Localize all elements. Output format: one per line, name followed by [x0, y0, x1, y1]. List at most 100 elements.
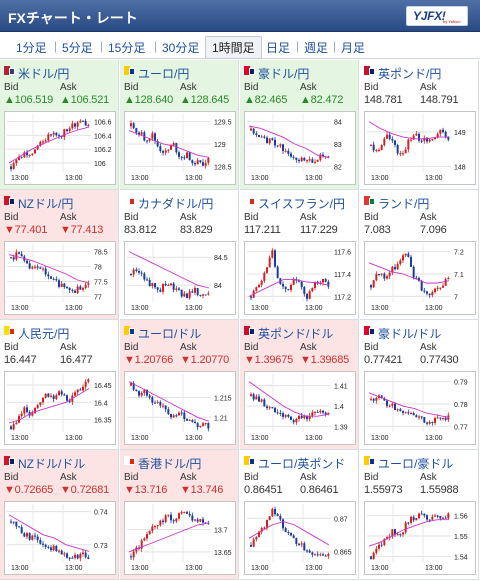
mini-chart[interactable]: 0.74 0.73 13:00 13:00: [4, 501, 116, 575]
bid-label: Bid: [364, 212, 379, 223]
candle-body: [20, 156, 23, 158]
x-tick-label: 13:00: [65, 435, 83, 442]
tab-2[interactable]: 15分足: [108, 41, 146, 55]
tab-6[interactable]: 週足: [304, 41, 329, 55]
mini-chart[interactable]: 129.5 129 128.5 13:00 13:00: [124, 111, 236, 185]
x-tick-label: 13:00: [131, 565, 149, 572]
cn-flag-icon: [4, 326, 15, 335]
rate-card[interactable]: カナダドル/円 Bid Ask 83.812 83.829 84.5 84 13:00 13:0…: [120, 190, 239, 320]
candle-body: [172, 415, 175, 418]
tab-5[interactable]: 日足: [266, 41, 291, 55]
pair-name-link[interactable]: スイスフラン/円: [258, 197, 345, 211]
pair-name-link[interactable]: ユーロ/円: [138, 67, 190, 81]
mini-chart[interactable]: 0.87 0.865 13:00 13:00: [244, 501, 356, 575]
pair-name-link[interactable]: 香港ドル/円: [138, 457, 202, 471]
rate-card[interactable]: ユーロ/豪ドル Bid Ask 1.55973 1.55988 1.56 1.55 1.54 1…: [360, 450, 479, 580]
bid-label: Bid: [244, 472, 259, 483]
candle-body: [426, 422, 428, 424]
pair-name-link[interactable]: NZドル/円: [18, 197, 74, 211]
rate-card[interactable]: 英ポンド/ドル Bid Ask ▼1.39675 ▼1.39685 1.41 1.4 1.39…: [240, 320, 359, 450]
chart-svg: 16.45 16.4 16.35 13:00 13:00: [7, 374, 112, 442]
mini-chart[interactable]: 84 83 82 13:00 13:00: [244, 111, 356, 185]
pair-name-link[interactable]: NZドル/ドル: [18, 457, 86, 471]
candle-body: [199, 519, 202, 522]
candle-body: [386, 134, 388, 139]
rate-card[interactable]: ユーロ/英ポンド Bid Ask 0.86451 0.86461 0.87 0.865 13:…: [240, 450, 359, 580]
pair-name-link[interactable]: 人民元/円: [18, 327, 70, 341]
candle-body: [60, 550, 63, 555]
rate-card[interactable]: スイスフラン/円 Bid Ask 117.211 117.229 117.6 117.4 11…: [240, 190, 359, 320]
x-tick-label: 13:00: [65, 565, 83, 572]
tab-0[interactable]: 1分足: [16, 41, 47, 55]
candle-body: [47, 134, 50, 141]
mini-chart[interactable]: 16.45 16.4 16.35 13:00 13:00: [4, 371, 116, 445]
rate-card[interactable]: NZドル/円 Bid Ask ▼77.401 ▼77.413 78.5 78 77.5 77 13…: [0, 190, 119, 320]
candle-body: [74, 290, 76, 293]
mini-chart[interactable]: 78.5 78 77.5 77 13:00 13:00: [4, 241, 116, 315]
pair-name-link[interactable]: 豪ドル/ドル: [378, 327, 442, 341]
candle-body: [135, 128, 138, 133]
tab-7[interactable]: 月足: [341, 41, 366, 55]
tab-3[interactable]: 30分足: [162, 41, 200, 55]
rate-card[interactable]: ユーロ/円 Bid Ask ▲128.640 ▲128.645 129.5 129 128.5…: [120, 60, 239, 190]
rate-card[interactable]: ユーロ/ドル Bid Ask ▼1.20766 ▼1.20770 1.215 1.21 13:…: [120, 320, 239, 450]
candle-body: [167, 149, 170, 151]
candle-body: [428, 293, 431, 296]
brand-logo[interactable]: YJFX! by Yahoo!: [406, 6, 468, 26]
moving-average-line: [248, 381, 330, 417]
rate-card[interactable]: 英ポンド/円 Bid Ask 148.781 148.791 149 148 13:00 13:…: [360, 60, 479, 190]
pair-name-link[interactable]: ランド/円: [378, 197, 430, 211]
candle-body: [447, 278, 450, 280]
mini-chart[interactable]: 106.6 106.4 106.2 106 13:00 13:00: [4, 111, 116, 185]
mini-chart[interactable]: 0.79 0.78 0.77 13:00 13:00: [364, 371, 476, 445]
candle-body: [84, 284, 87, 288]
candle-body: [31, 535, 34, 540]
pair-name-link[interactable]: 豪ドル/円: [258, 67, 310, 81]
candle-body: [383, 273, 386, 279]
nz-flag-icon: [4, 456, 15, 465]
candle-body: [412, 135, 415, 140]
candle-body: [186, 511, 188, 514]
candle-body: [271, 508, 274, 517]
candle-body: [74, 123, 76, 127]
candle-body: [263, 527, 266, 529]
mini-chart[interactable]: 117.6 117.4 117.2 13:00 13:00: [244, 241, 356, 315]
pair-name-link[interactable]: 米ドル/円: [18, 67, 70, 81]
candle-body: [188, 513, 191, 516]
mini-chart[interactable]: 84.5 84 13:00 13:00: [124, 241, 236, 315]
mini-chart[interactable]: 149 148 13:00 13:00: [364, 111, 476, 185]
rate-card[interactable]: NZドル/ドル Bid Ask ▼0.72665 ▼0.72681 0.74 0.73 13:…: [0, 450, 119, 580]
rate-card[interactable]: 人民元/円 Bid Ask 16.447 16.477 16.45 16.4 16.35 13:…: [0, 320, 119, 450]
candle-body: [415, 415, 418, 418]
rate-card[interactable]: 香港ドル/円 Bid Ask ▼13.716 ▼13.746 13.7 13.65 13:00…: [120, 450, 239, 580]
ask-value: 1.55988: [420, 484, 459, 496]
candle-body: [436, 287, 439, 289]
candle-body: [423, 137, 426, 141]
rate-card[interactable]: 豪ドル/円 Bid Ask ▲82.465 ▲82.472 84 83 82 13:00 13:0…: [240, 60, 359, 190]
rate-card[interactable]: 米ドル/円 Bid Ask ▲106.519 ▲106.521 106.6 106.4 106…: [0, 60, 119, 190]
tab-1[interactable]: 5分足: [62, 41, 93, 55]
candle-body: [311, 552, 314, 555]
candle-body: [199, 294, 202, 296]
mini-chart[interactable]: 1.41 1.4 1.39 13:00 13:00: [244, 371, 356, 445]
mini-chart[interactable]: 7.2 7.1 7 13:00 13:00: [364, 241, 476, 315]
candle-body: [380, 395, 383, 399]
tab-4[interactable]: 1時間足: [205, 36, 262, 59]
candle-body: [82, 287, 84, 290]
mini-chart[interactable]: 13.7 13.65 13:00 13:00: [124, 501, 236, 575]
pair-name-link[interactable]: 英ポンド/ドル: [258, 327, 334, 341]
rate-card[interactable]: 豪ドル/ドル Bid Ask 0.77421 0.77430 0.79 0.78 0.77 13…: [360, 320, 479, 450]
candle-body: [159, 146, 162, 152]
mini-chart[interactable]: 1.215 1.21 13:00 13:00: [124, 371, 236, 445]
bid-value: 148.781: [364, 94, 403, 106]
pair-name-link[interactable]: ユーロ/英ポンド: [258, 457, 346, 471]
candle-body: [36, 145, 39, 150]
pair-name-link[interactable]: ユーロ/ドル: [138, 327, 202, 341]
rate-card[interactable]: ランド/円 Bid Ask 7.083 7.096 7.2 7.1 7 13:00 13:00: [360, 190, 479, 320]
pair-name-link[interactable]: 英ポンド/円: [378, 67, 442, 81]
candle-body: [138, 391, 140, 396]
pair-name-link[interactable]: ユーロ/豪ドル: [378, 457, 454, 471]
pair-name-link[interactable]: カナダドル/円: [138, 197, 214, 211]
mini-chart[interactable]: 1.56 1.55 1.54 13:00 13:00: [364, 501, 476, 575]
y-tick-label: 1.215: [214, 395, 232, 402]
